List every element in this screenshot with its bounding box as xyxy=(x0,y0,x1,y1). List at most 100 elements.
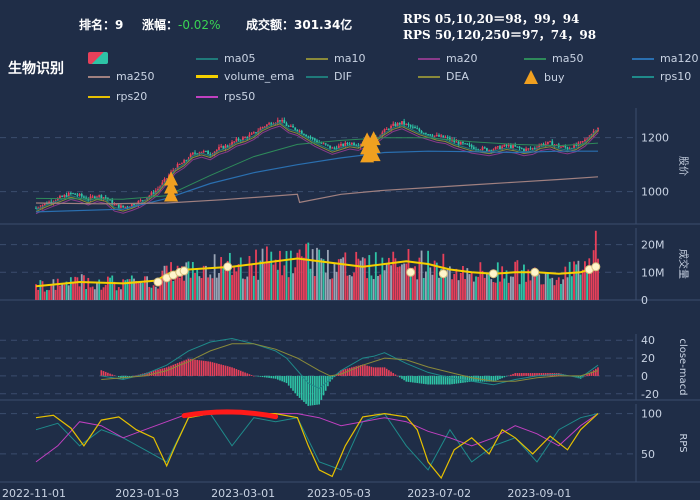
legend-item-ma120[interactable]: ma120 xyxy=(632,52,698,65)
candle-body xyxy=(514,145,517,147)
volume-bar xyxy=(348,274,351,300)
macd-bar xyxy=(525,373,527,376)
candle-body xyxy=(165,178,168,180)
volume-bar xyxy=(531,268,534,300)
volume-bar xyxy=(357,258,360,300)
macd-bar xyxy=(266,375,268,378)
volume-bar xyxy=(364,258,366,300)
volume-bar xyxy=(109,277,111,300)
macd-bar xyxy=(174,363,177,376)
candle-body xyxy=(342,144,345,147)
candle-body xyxy=(453,139,456,143)
legend-item-rps10[interactable]: rps10 xyxy=(632,70,691,83)
macd-bar xyxy=(279,375,281,381)
macd-bar xyxy=(198,360,201,376)
volume-bar xyxy=(420,250,423,300)
volume-bar xyxy=(464,279,467,300)
volume-bar xyxy=(54,289,57,300)
volume-bar xyxy=(191,261,194,300)
volume-bar xyxy=(326,249,329,300)
candle-body xyxy=(263,126,266,128)
macd-bar xyxy=(294,375,297,394)
macd-bar xyxy=(505,375,508,377)
candle-body xyxy=(56,197,59,201)
legend-item-dif[interactable]: DIF xyxy=(306,70,352,83)
legend-item-candle[interactable] xyxy=(88,52,108,64)
legend-label: ma250 xyxy=(116,70,155,83)
volume-bar xyxy=(167,274,170,300)
volume-bar xyxy=(496,262,499,300)
volume-bar xyxy=(181,266,183,300)
legend-item-ma20[interactable]: ma20 xyxy=(418,52,477,65)
volume-bar xyxy=(89,287,92,300)
legend-swatch xyxy=(632,75,654,78)
legend-label: DIF xyxy=(334,70,353,83)
volume-bar xyxy=(106,276,109,300)
macd-bar xyxy=(453,375,456,384)
volume-bar xyxy=(392,251,395,300)
volume-bar xyxy=(65,281,68,300)
candle-body xyxy=(150,192,153,196)
legend-item-ma05[interactable]: ma05 xyxy=(196,52,255,65)
volume-bar xyxy=(152,285,155,300)
macd-bar xyxy=(512,373,514,376)
volume-bar xyxy=(200,278,203,300)
candle-body xyxy=(483,147,486,149)
candle-body xyxy=(316,140,318,143)
legend-item-ma50[interactable]: ma50 xyxy=(524,52,583,65)
macd-bar xyxy=(492,375,495,382)
y-tick-label: 20 xyxy=(641,352,655,365)
volume-bar xyxy=(50,284,53,300)
volume-bar xyxy=(252,275,255,300)
volume-bar xyxy=(305,243,308,300)
legend-label: rps50 xyxy=(224,90,256,103)
volume-bar xyxy=(377,275,379,300)
macd-bar xyxy=(592,370,595,376)
volume-bar xyxy=(431,274,434,300)
volume-bar xyxy=(287,277,290,300)
volume-bar xyxy=(459,272,462,300)
volume-bar xyxy=(588,258,591,300)
macd-bar xyxy=(218,363,220,376)
volume-bar xyxy=(566,277,569,300)
candle-body xyxy=(468,144,471,146)
volume-bar xyxy=(344,252,347,300)
macd-bar xyxy=(209,361,212,376)
macd-bar xyxy=(385,368,388,376)
volume-bar xyxy=(265,246,268,300)
legend-item-dea[interactable]: DEA xyxy=(418,70,469,83)
macd-bar xyxy=(322,375,325,396)
volume-bar xyxy=(553,285,556,300)
volume-bar xyxy=(139,282,142,300)
legend-item-volume_ema[interactable]: volume_ema xyxy=(196,70,294,83)
macd-bar xyxy=(449,375,451,385)
volume-bar xyxy=(575,264,578,300)
legend-item-ma10[interactable]: ma10 xyxy=(306,52,365,65)
legend-item-buy[interactable]: buy xyxy=(524,70,564,84)
macd-bar xyxy=(396,375,399,377)
volume-bar xyxy=(233,267,236,300)
candle-body xyxy=(261,127,264,129)
macd-bar xyxy=(170,365,172,376)
dea-line xyxy=(101,343,599,382)
candle-body xyxy=(414,126,416,129)
volume-bar xyxy=(320,258,323,300)
legend-item-rps20[interactable]: rps20 xyxy=(88,90,147,103)
candle-body xyxy=(579,141,582,143)
volume-bar xyxy=(586,272,589,300)
volume-bar xyxy=(176,265,179,300)
legend-item-rps50[interactable]: rps50 xyxy=(196,90,255,103)
volume-bar xyxy=(239,257,242,300)
macd-bar xyxy=(318,375,320,405)
candle-body xyxy=(381,132,384,136)
macd-bar xyxy=(296,375,299,396)
macd-bar xyxy=(481,375,484,382)
macd-bar xyxy=(222,365,225,376)
macd-bar xyxy=(220,364,222,376)
y-tick-label: -20 xyxy=(641,388,659,401)
volume-bar xyxy=(340,258,342,300)
candle-body xyxy=(416,128,419,130)
candle-body xyxy=(59,195,61,198)
legend-item-ma250[interactable]: ma250 xyxy=(88,70,154,83)
volume-bar xyxy=(220,257,223,300)
